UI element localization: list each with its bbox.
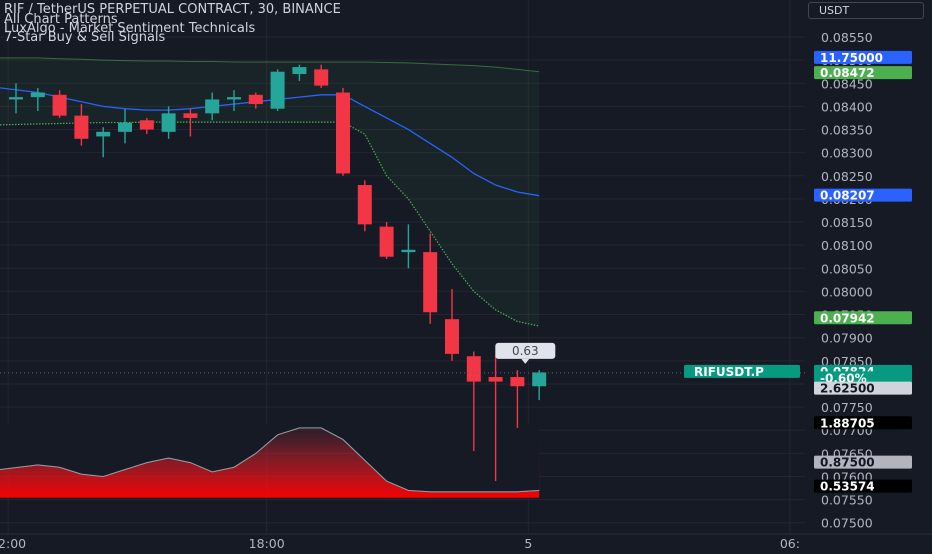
price-tag <box>814 371 912 385</box>
sentiment-line <box>0 427 540 493</box>
candle-body[interactable] <box>292 67 307 75</box>
price-tag <box>814 381 912 395</box>
price-tick-label: 0.08050 <box>821 261 873 276</box>
price-tag-text: 2.62500 <box>820 382 875 396</box>
price-tag <box>814 66 912 80</box>
chart-title: RIF / TetherUS PERPETUAL CONTRACT, 30, B… <box>4 2 341 17</box>
price-tick-label: 0.07550 <box>821 493 873 508</box>
candle-body[interactable] <box>379 226 394 257</box>
indicator-all-chart-patterns[interactable]: All Chart Patterns <box>4 12 118 27</box>
price-tick-label: 0.08250 <box>821 169 873 184</box>
price-tag <box>814 455 912 469</box>
time-tick-label: 12:00 <box>0 536 26 550</box>
candle-body[interactable] <box>183 113 198 118</box>
price-tag <box>814 416 912 430</box>
price-tick-label: 0.08400 <box>821 99 873 114</box>
price-tick-label: 0.08150 <box>821 215 873 230</box>
currency-selector-button[interactable]: USDT <box>808 2 924 19</box>
signal-label-box <box>495 342 556 359</box>
price-tag-text: 0.07942 <box>820 311 875 325</box>
candle-body[interactable] <box>466 356 481 382</box>
time-tick-label: 18:00 <box>249 536 285 550</box>
candle-body[interactable] <box>227 97 241 100</box>
price-tick-label: 0.07750 <box>821 400 873 415</box>
price-tick-label: 0.08000 <box>821 284 873 299</box>
price-tick-label: 0.08450 <box>821 76 873 91</box>
candle-body[interactable] <box>270 71 285 109</box>
candle-body[interactable] <box>336 92 350 174</box>
price-tag-text: 0.53574 <box>820 480 875 494</box>
price-tag-text: 11.75000 <box>820 51 883 65</box>
signal-label-text: 0.63 <box>512 344 539 358</box>
time-tick-label: 06: <box>780 536 800 550</box>
price-tag <box>814 50 912 64</box>
candle-body[interactable] <box>357 185 372 225</box>
candle-body[interactable] <box>445 319 459 354</box>
band-fill <box>0 57 540 327</box>
lower-band-line <box>0 121 540 327</box>
sentiment-mask <box>0 424 540 492</box>
price-tag <box>814 311 912 325</box>
candle-body[interactable] <box>532 372 547 387</box>
price-tag-text: 0.87500 <box>820 456 875 470</box>
candle-body[interactable] <box>139 120 154 130</box>
price-tag <box>814 188 912 202</box>
candle-body[interactable] <box>161 113 176 132</box>
price-tick-label: 0.08300 <box>821 146 873 161</box>
candle-body[interactable] <box>205 99 220 114</box>
candle-body[interactable] <box>248 94 263 105</box>
candle-body[interactable] <box>9 97 23 100</box>
price-tick-label: 0.08350 <box>821 123 873 138</box>
price-tag-text: 0.08207 <box>820 189 875 203</box>
price-tick-label: 0.07500 <box>821 516 873 531</box>
price-tag-text: 1.88705 <box>820 416 875 430</box>
upper-band-line <box>0 57 540 73</box>
indicator-7star-signals[interactable]: 7-Star Buy & Sell Signals <box>4 30 166 45</box>
candle-body[interactable] <box>74 115 89 139</box>
price-tag-text: 0.08472 <box>820 66 875 80</box>
candle-body[interactable] <box>488 377 503 382</box>
candle-body[interactable] <box>30 92 45 98</box>
time-tick-label: 5 <box>524 536 532 550</box>
candle-body[interactable] <box>52 94 67 116</box>
candle-body[interactable] <box>401 249 416 253</box>
candle-body[interactable] <box>423 252 438 313</box>
indicator-luxalgo-sentiment[interactable]: LuxAlgo - Market Sentiment Technicals <box>4 21 256 36</box>
price-tag <box>814 479 912 493</box>
candle-body[interactable] <box>510 377 525 387</box>
candle-body[interactable] <box>118 122 132 132</box>
symbol-tag-text: RIFUSDT.P <box>694 365 764 379</box>
candle-body[interactable] <box>96 131 111 137</box>
signal-label-pointer <box>521 358 530 364</box>
price-tick-label: 0.07900 <box>821 331 873 346</box>
price-tick-label: 0.08100 <box>821 238 873 253</box>
price-tick-label: 0.08550 <box>821 30 873 45</box>
symbol-tag <box>684 364 800 378</box>
candle-body[interactable] <box>314 69 329 86</box>
